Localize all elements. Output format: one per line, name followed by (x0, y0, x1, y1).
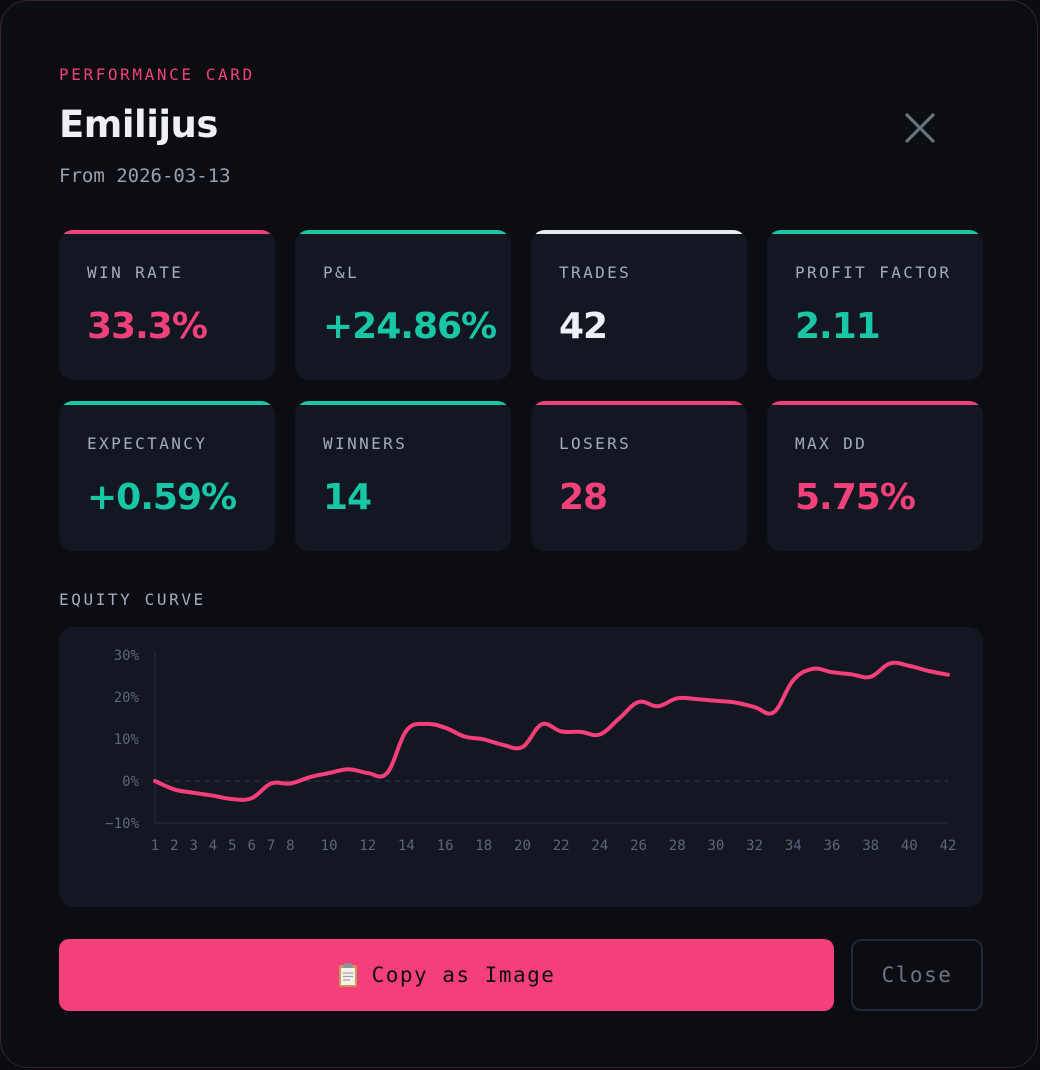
x-tick-label: 3 (189, 838, 197, 854)
close-x-icon[interactable] (897, 105, 943, 151)
x-tick-label: 40 (901, 838, 918, 854)
stat-label: MAX DD (795, 434, 868, 453)
x-tick-label: 7 (267, 838, 275, 854)
stat-card-win-rate: WIN RATE 33.3% (59, 230, 275, 380)
x-tick-label: 16 (437, 838, 454, 854)
x-tick-label: 2 (170, 838, 178, 854)
stat-card-profit-factor: PROFIT FACTOR 2.11 (767, 230, 983, 380)
copy-as-image-button[interactable]: Copy as Image (59, 939, 834, 1011)
clipboard-icon (338, 962, 358, 988)
x-tick-label: 28 (669, 838, 686, 854)
x-tick-label: 36 (824, 838, 841, 854)
x-tick-label: 10 (321, 838, 338, 854)
stat-value: 42 (559, 306, 608, 347)
card-eyebrow: PERFORMANCE CARD (59, 65, 255, 84)
x-tick-label: 5 (228, 838, 236, 854)
x-tick-label: 34 (785, 838, 802, 854)
stat-label: LOSERS (559, 434, 632, 453)
equity-curve-chart: 30% 20% 10% 0% −10% 1 2 3 4 5 6 7 8 10 12 14 16 18 20 22 24 2… (59, 627, 983, 907)
stat-card-expectancy: EXPECTANCY +0.59% (59, 401, 275, 551)
x-tick-label: 6 (247, 838, 255, 854)
stat-card-max-dd: MAX DD 5.75% (767, 401, 983, 551)
stat-label: EXPECTANCY (87, 434, 208, 453)
stat-value: 5.75% (795, 477, 916, 518)
x-tick-label: 12 (359, 838, 376, 854)
x-tick-label: 22 (553, 838, 570, 854)
stat-value: 14 (323, 477, 372, 518)
x-tick-label: 18 (475, 838, 492, 854)
y-tick-label: 20% (114, 690, 140, 706)
y-tick-label: −10% (105, 816, 139, 832)
x-tick-label: 1 (151, 838, 159, 854)
x-tick-label: 8 (286, 838, 294, 854)
x-tick-label: 4 (209, 838, 217, 854)
equity-curve-svg: 30%20%10%0%−10%1 2 3 4 5 6 7 8 10 12 14 16 18 20 22 24 2… (105, 648, 957, 854)
y-tick-label: 30% (114, 648, 140, 664)
stat-label: P&L (323, 263, 360, 282)
x-tick-label: 30 (707, 838, 724, 854)
copy-button-label: Copy as Image (371, 963, 556, 987)
x-tick-label: 14 (398, 838, 415, 854)
stat-card-trades: TRADES 42 (531, 230, 747, 380)
stat-card-p-l: P&L +24.86% (295, 230, 511, 380)
x-tick-label: 20 (514, 838, 531, 854)
x-tick-label: 26 (630, 838, 647, 854)
x-tick-label: 32 (746, 838, 763, 854)
stat-label: WIN RATE (87, 263, 184, 282)
y-tick-label: 0% (122, 774, 139, 790)
page-title: Emilijus (59, 103, 218, 146)
x-tick-label: 24 (591, 838, 608, 854)
x-tick-label: 38 (862, 838, 879, 854)
stat-value: 28 (559, 477, 608, 518)
equity-line (153, 660, 950, 802)
stat-value: 33.3% (87, 306, 208, 347)
close-button[interactable]: Close (851, 939, 983, 1011)
stat-value: +0.59% (87, 477, 237, 518)
stat-value: 2.11 (795, 306, 881, 347)
date-range: From 2026-03-13 (59, 165, 231, 187)
y-tick-label: 10% (114, 732, 140, 748)
stat-card-winners: WINNERS 14 (295, 401, 511, 551)
stat-label: TRADES (559, 263, 632, 282)
stat-label: PROFIT FACTOR (795, 263, 952, 282)
stat-label: WINNERS (323, 434, 408, 453)
close-button-label: Close (881, 963, 953, 987)
x-tick-label: 42 (940, 838, 957, 854)
stat-value: +24.86% (323, 306, 497, 347)
equity-curve-label: EQUITY CURVE (59, 590, 206, 609)
stat-card-losers: LOSERS 28 (531, 401, 747, 551)
